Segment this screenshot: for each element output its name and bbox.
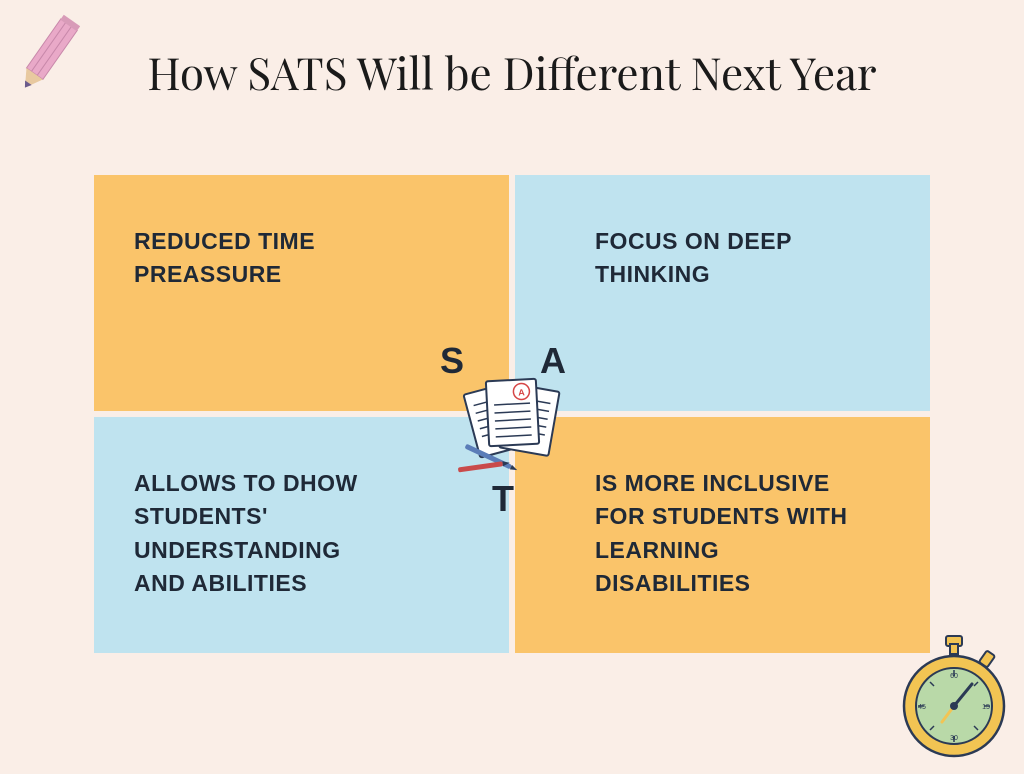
center-letter-a: A bbox=[540, 340, 566, 382]
stopwatch-icon: 60 15 30 45 bbox=[894, 634, 1014, 764]
svg-text:30: 30 bbox=[950, 735, 958, 742]
svg-text:60: 60 bbox=[950, 673, 958, 680]
page-title: How SATS Will be Different Next Year bbox=[0, 0, 1024, 130]
center-letter-t: T bbox=[492, 478, 514, 520]
svg-text:A: A bbox=[518, 387, 526, 397]
pencil-icon bbox=[10, 12, 80, 107]
svg-text:45: 45 bbox=[918, 704, 926, 711]
papers-icon: A bbox=[448, 372, 578, 482]
quadrant-text: ALLOWS TO DHOW STUDENTS' UNDERSTANDING A… bbox=[134, 467, 394, 600]
quadrant-text: REDUCED TIME PREASSURE bbox=[134, 225, 394, 292]
quadrant-text: IS MORE INCLUSIVE FOR STUDENTS WITH LEAR… bbox=[595, 467, 855, 600]
quadrant-bottom-left: ALLOWS TO DHOW STUDENTS' UNDERSTANDING A… bbox=[94, 417, 509, 653]
svg-text:15: 15 bbox=[982, 704, 990, 711]
center-letter-s: S bbox=[440, 340, 464, 382]
quadrant-text: FOCUS ON DEEP THINKING bbox=[595, 225, 855, 292]
